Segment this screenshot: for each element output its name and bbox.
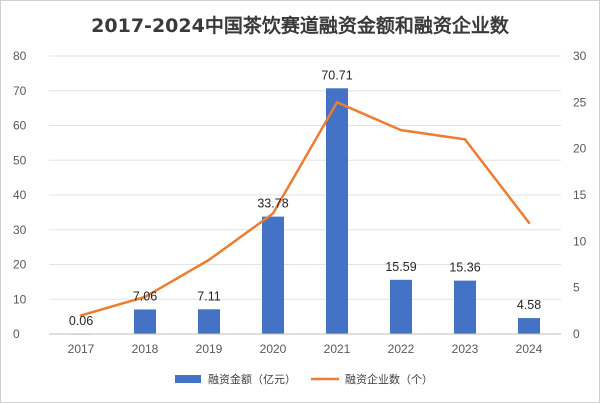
data-labels: 0.06 7.06 7.11 33.78 70.71 15.59 15.36 4.58: [69, 68, 541, 328]
line-point-2022: [399, 128, 403, 132]
bar-data-label: 33.78: [257, 197, 288, 211]
bar-data-label: 7.11: [197, 289, 220, 303]
x-axis-tick-label: 2021: [324, 342, 351, 356]
x-axis-tick-label: 2023: [452, 342, 479, 356]
bar-2021: [326, 88, 348, 335]
gridlines: [49, 55, 561, 335]
right-axis: 0 5 10 15 20 25 30: [573, 49, 587, 341]
bar-series: [70, 88, 540, 335]
x-axis-tick-label: 2020: [260, 342, 287, 356]
right-axis-tick-label: 20: [573, 142, 587, 156]
left-axis-tick-label: 20: [13, 258, 27, 272]
legend-label-bar: 融资金额（亿元）: [208, 372, 296, 386]
bar-data-label: 70.71: [321, 68, 352, 82]
bar-2022: [390, 279, 412, 334]
x-axis-tick-label: 2018: [132, 342, 159, 356]
line-point-2018: [143, 295, 147, 299]
legend-swatch-bar: [175, 375, 201, 383]
bar-data-label: 0.06: [69, 314, 93, 328]
company-count-line: [79, 101, 531, 317]
right-axis-tick-label: 0: [573, 327, 580, 341]
left-axis: 0 10 20 30 40 50 60 70 80: [13, 49, 27, 341]
right-axis-tick-label: 15: [573, 188, 587, 202]
line-series: [79, 101, 531, 317]
bar-data-label: 15.59: [385, 260, 416, 274]
x-axis-tick-label: 2017: [68, 342, 95, 356]
bar-2023: [454, 280, 476, 334]
left-axis-tick-label: 70: [13, 84, 27, 98]
bar-2024: [518, 318, 540, 334]
bar-data-label: 15.36: [449, 261, 480, 275]
line-point-2019: [207, 258, 211, 262]
right-axis-tick-label: 5: [573, 281, 580, 295]
x-axis: 2017 2018 2019 2020 2021 2022 2023 2024: [49, 333, 561, 356]
right-axis-tick-label: 10: [573, 234, 587, 248]
bar-2020: [262, 216, 284, 334]
legend-label-line: 融资企业数（个）: [345, 372, 433, 386]
x-axis-tick-label: 2022: [388, 342, 415, 356]
left-axis-tick-label: 60: [13, 119, 27, 133]
bar-2019: [198, 309, 220, 334]
x-axis-tick-label: 2024: [516, 342, 543, 356]
left-axis-tick-label: 80: [13, 49, 27, 63]
line-point-2020: [271, 212, 275, 215]
left-axis-tick-label: 40: [13, 188, 27, 202]
right-axis-tick-label: 25: [573, 95, 587, 109]
line-point-2024: [527, 221, 531, 224]
x-axis-tick-label: 2019: [196, 342, 223, 356]
line-point-2023: [463, 138, 467, 141]
line-point-2021: [335, 101, 339, 104]
bar-data-label: 7.06: [133, 289, 157, 303]
left-axis-tick-label: 30: [13, 223, 27, 237]
left-axis-tick-label: 50: [13, 153, 27, 167]
legend: 融资金额（亿元） 融资企业数（个）: [175, 372, 433, 386]
bar-2018: [134, 309, 156, 334]
bar-data-label: 4.58: [517, 298, 541, 312]
left-axis-tick-label: 0: [13, 327, 20, 341]
line-point-2017: [79, 314, 83, 317]
left-axis-tick-label: 10: [13, 292, 27, 306]
chart-title: 2017-2024中国茶饮赛道融资金额和融资企业数: [91, 14, 510, 37]
right-axis-tick-label: 30: [573, 49, 587, 63]
